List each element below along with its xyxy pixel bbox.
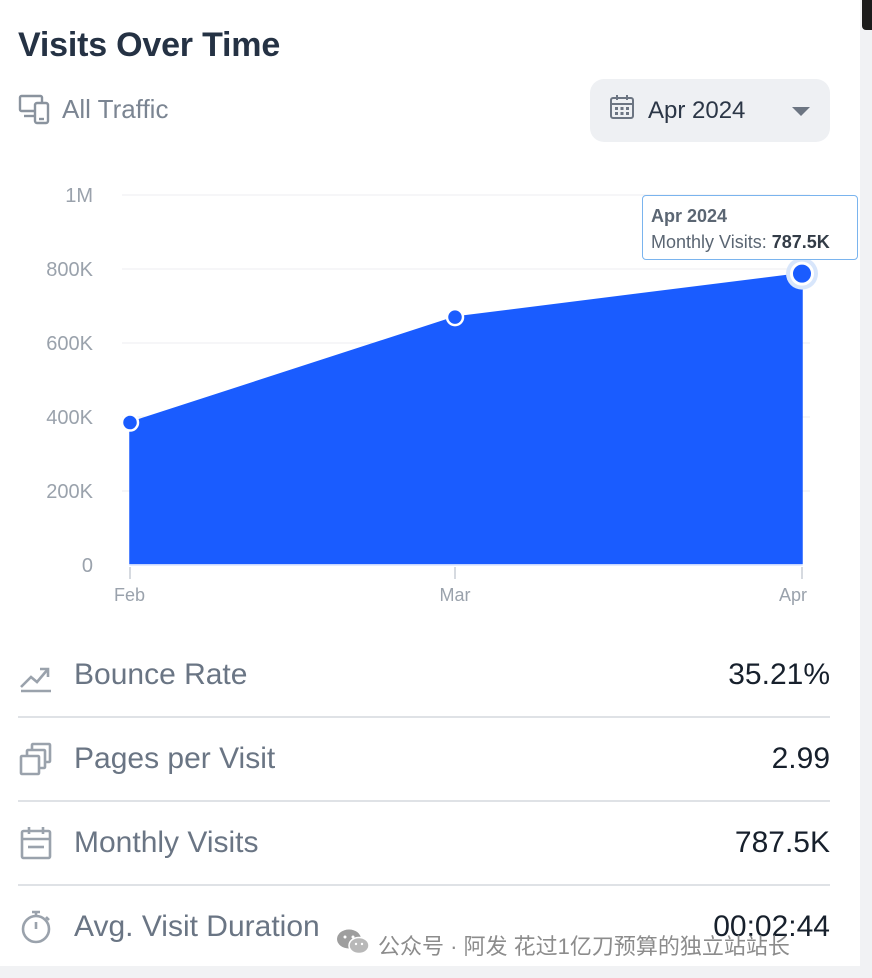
x-tick-label: Mar: [440, 585, 471, 605]
wechat-icon: [336, 928, 370, 962]
metric-label: Monthly Visits: [74, 826, 259, 859]
tooltip-label: Monthly Visits:: [651, 232, 767, 252]
tooltip-value: 787.5K: [771, 232, 830, 252]
calendar-icon: [18, 825, 54, 861]
chevron-down-icon: [790, 97, 812, 125]
chart-tooltip: Apr 2024 Monthly Visits: 787.5K: [642, 195, 858, 260]
y-tick-label: 200K: [46, 481, 93, 503]
y-tick-label: 0: [82, 555, 93, 577]
y-tick-label: 1M: [65, 185, 93, 207]
y-tick-label: 800K: [46, 259, 93, 281]
data-point: [120, 413, 140, 432]
data-point: [790, 261, 814, 286]
metric-value: 2.99: [771, 742, 830, 775]
bottom-edge: [0, 966, 872, 978]
metric-label: Avg. Visit Duration: [74, 910, 320, 943]
x-tick-label: Feb: [114, 585, 145, 605]
month-select-value: Apr 2024: [648, 96, 746, 124]
stopwatch-icon: [18, 909, 54, 945]
watermark-text: 公众号 · 阿发 花过1亿刀预算的独立站站长: [378, 934, 790, 959]
metric-bounce-rate: Bounce Rate 35.21%: [18, 634, 830, 718]
watermark: 公众号 · 阿发 花过1亿刀预算的独立站站长: [336, 928, 790, 962]
y-tick-label: 400K: [46, 407, 93, 429]
metric-monthly-visits: Monthly Visits 787.5K: [18, 802, 830, 886]
y-tick-label: 600K: [46, 333, 93, 355]
window-corner: [862, 0, 872, 30]
devices-icon: [18, 92, 52, 126]
metrics-list: Bounce Rate 35.21% Pages per Visit 2.99 …: [18, 634, 830, 968]
metric-pages-per-visit: Pages per Visit 2.99: [18, 718, 830, 802]
metric-value: 35.21%: [728, 658, 830, 691]
panel-title: Visits Over Time: [18, 26, 281, 64]
month-select[interactable]: Apr 2024: [590, 79, 830, 142]
visits-area: [129, 272, 803, 566]
trend-icon: [18, 657, 54, 693]
metric-avg-visit-duration: Avg. Visit Duration 00:02:44: [18, 886, 830, 968]
calendar-icon: [608, 93, 636, 128]
metric-label: Pages per Visit: [74, 742, 276, 775]
metric-value: 00:02:44: [713, 910, 830, 943]
tooltip-title: Apr 2024: [651, 206, 728, 226]
metric-label: Bounce Rate: [74, 658, 248, 691]
traffic-filter[interactable]: All Traffic: [18, 92, 168, 126]
data-point: [445, 307, 465, 327]
x-tick-label: Apr: [779, 585, 807, 605]
pages-icon: [18, 741, 54, 777]
right-scroll-area: [860, 0, 872, 978]
visits-chart: 0 200K 400K 600K 800K 1M Feb Mar Apr: [46, 185, 818, 605]
metric-value: 787.5K: [734, 826, 830, 859]
traffic-label: All Traffic: [62, 93, 169, 124]
